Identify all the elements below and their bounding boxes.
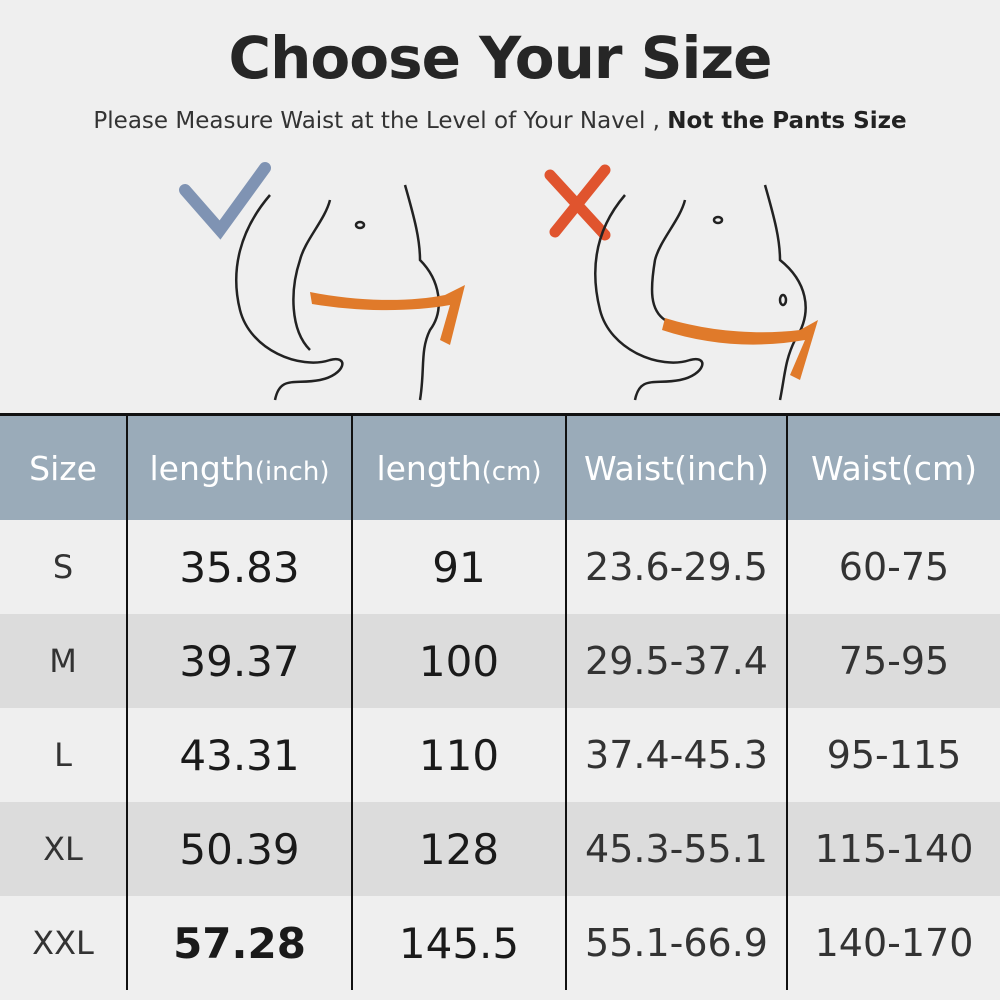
cell-waist-inch: 29.5-37.4 xyxy=(565,614,788,708)
incorrect-tape-measure xyxy=(662,318,818,380)
cell-waist-cm: 75-95 xyxy=(786,614,1000,708)
cell-size: L xyxy=(0,708,128,802)
cell-length-cm: 91 xyxy=(351,520,567,614)
cell-length-cm: 100 xyxy=(351,614,567,708)
cell-size: XXL xyxy=(0,896,128,990)
table-row: L 43.31 110 37.4-45.3 95-115 xyxy=(0,708,1000,802)
cell-length-inch: 39.37 xyxy=(126,614,353,708)
correct-tape-measure xyxy=(310,285,465,345)
x-mark-icon xyxy=(544,164,611,241)
header-waist-inch: Waist(inch) xyxy=(565,414,788,520)
cell-waist-cm: 95-115 xyxy=(786,708,1000,802)
header-length-inch: length(inch) xyxy=(126,414,353,520)
table-row: M 39.37 100 29.5-37.4 75-95 xyxy=(0,614,1000,708)
cell-size: M xyxy=(0,614,128,708)
cell-waist-inch: 55.1-66.9 xyxy=(565,896,788,990)
header-label: Waist(inch) xyxy=(584,448,769,488)
cell-size: S xyxy=(0,520,128,614)
header-length-cm: length(cm) xyxy=(351,414,567,520)
header-waist-cm: Waist(cm) xyxy=(786,414,1000,520)
measurement-illustration xyxy=(179,162,818,401)
cell-waist-inch: 37.4-45.3 xyxy=(565,708,788,802)
cell-size: XL xyxy=(0,802,128,896)
cell-waist-cm: 140-170 xyxy=(786,896,1000,990)
cell-length-inch: 50.39 xyxy=(126,802,353,896)
correct-body-figure xyxy=(235,184,440,401)
subtitle: Please Measure Waist at the Level of You… xyxy=(0,108,1000,134)
check-mark-icon xyxy=(179,162,271,240)
header-label: length xyxy=(376,448,482,488)
cell-waist-inch: 45.3-55.1 xyxy=(565,802,788,896)
table-header-row: Size length(inch) length(cm) Waist(inch)… xyxy=(0,414,1000,520)
table-row: XL 50.39 128 45.3-55.1 115-140 xyxy=(0,802,1000,896)
header-label: Size xyxy=(29,448,97,488)
cell-length-cm: 145.5 xyxy=(351,896,567,990)
incorrect-body-figure xyxy=(594,184,807,401)
subtitle-emphasis: Not the Pants Size xyxy=(667,108,907,134)
header-label: length xyxy=(149,448,255,488)
cell-length-cm: 110 xyxy=(351,708,567,802)
table-row: XXL 57.28 145.5 55.1-66.9 140-170 xyxy=(0,896,1000,990)
size-chart-table: Size length(inch) length(cm) Waist(inch)… xyxy=(0,413,1000,990)
page-title: Choose Your Size xyxy=(228,24,773,92)
cell-length-cm: 128 xyxy=(351,802,567,896)
header-size: Size xyxy=(0,414,128,520)
cell-length-inch: 57.28 xyxy=(126,896,353,990)
subtitle-text: Please Measure Waist at the Level of You… xyxy=(93,108,660,134)
cell-waist-inch: 23.6-29.5 xyxy=(565,520,788,614)
header-unit: (cm) xyxy=(481,456,542,487)
table-row: S 35.83 91 23.6-29.5 60-75 xyxy=(0,520,1000,614)
header-label: Waist(cm) xyxy=(810,448,978,488)
cell-length-inch: 35.83 xyxy=(126,520,353,614)
header-unit: (inch) xyxy=(254,456,330,487)
cell-waist-cm: 115-140 xyxy=(786,802,1000,896)
cell-waist-cm: 60-75 xyxy=(786,520,1000,614)
cell-length-inch: 43.31 xyxy=(126,708,353,802)
